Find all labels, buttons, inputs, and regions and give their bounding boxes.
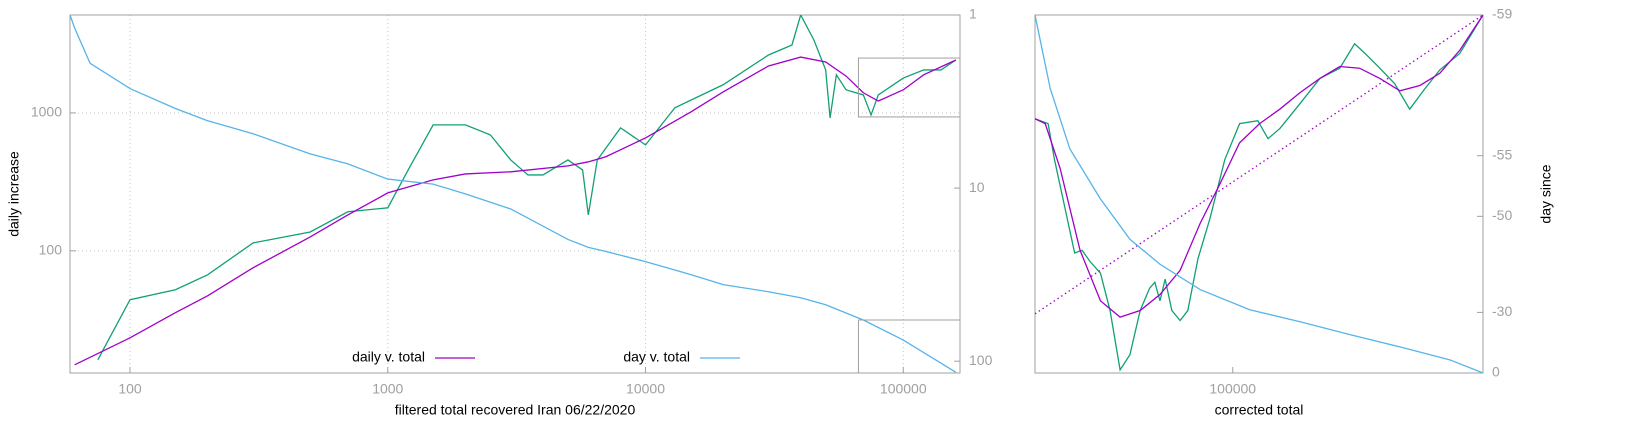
y2-axis-label: day since bbox=[1538, 164, 1554, 223]
series-group bbox=[70, 15, 957, 373]
zoom-box bbox=[857, 57, 961, 118]
series-line bbox=[97, 15, 957, 361]
y2-tick-label: 10 bbox=[969, 179, 985, 195]
x-tick-label: 100 bbox=[118, 381, 142, 397]
legend-label: day v. total bbox=[623, 349, 690, 365]
series-line bbox=[70, 15, 957, 373]
x-tick-label: 1000 bbox=[372, 381, 403, 397]
y-tick-label: 100 bbox=[39, 242, 63, 258]
y-axis-label: daily increase bbox=[6, 151, 22, 237]
x-axis-label: filtered total recovered Iran 06/22/2020 bbox=[395, 402, 636, 418]
y2-tick-label: -59 bbox=[1492, 6, 1512, 22]
series-group bbox=[1035, 15, 1483, 373]
y2-tick-label: -50 bbox=[1492, 207, 1512, 223]
panel: 100 1000 10000 100000 100 1000 1 10 100 filtered … bbox=[6, 6, 993, 418]
series-line bbox=[1035, 15, 1483, 373]
x-axis-label: corrected total bbox=[1215, 402, 1304, 418]
x-tick-label: 100000 bbox=[880, 381, 927, 397]
y-tick-label: 1000 bbox=[31, 104, 62, 120]
plot-frame bbox=[1034, 14, 1484, 374]
series-line bbox=[1035, 15, 1483, 372]
y2-tick-label: -30 bbox=[1492, 303, 1512, 319]
plot-layer: 100 1000 10000 100000 100 1000 1 10 100 filtered … bbox=[6, 6, 1554, 418]
x-tick-label: 100000 bbox=[1209, 381, 1256, 397]
series-line bbox=[74, 56, 957, 366]
y2-tick-label: 100 bbox=[969, 352, 993, 368]
plot-frame bbox=[69, 14, 961, 374]
series-line bbox=[1035, 15, 1483, 318]
y2-tick-label: 1 bbox=[969, 6, 977, 22]
panel: 100000 -59 -55 -50 -30 0 corrected total day si… bbox=[1034, 6, 1554, 418]
series-line bbox=[1035, 15, 1483, 315]
zoom-box bbox=[857, 319, 961, 374]
x-tick-label: 10000 bbox=[626, 381, 665, 397]
y2-tick-label: -55 bbox=[1492, 146, 1512, 162]
legend-label: daily v. total bbox=[352, 349, 425, 365]
y2-tick-label: 0 bbox=[1492, 364, 1500, 380]
